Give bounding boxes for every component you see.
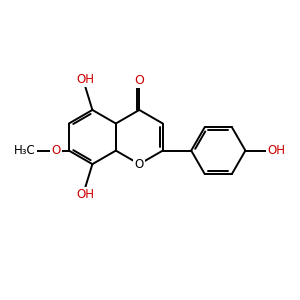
Text: O: O bbox=[134, 74, 144, 87]
Text: O: O bbox=[51, 144, 61, 157]
Text: OH: OH bbox=[76, 73, 94, 86]
Text: H₃C: H₃C bbox=[14, 144, 36, 157]
Text: OH: OH bbox=[267, 144, 285, 157]
Text: O: O bbox=[135, 158, 144, 171]
Text: OH: OH bbox=[76, 188, 94, 201]
